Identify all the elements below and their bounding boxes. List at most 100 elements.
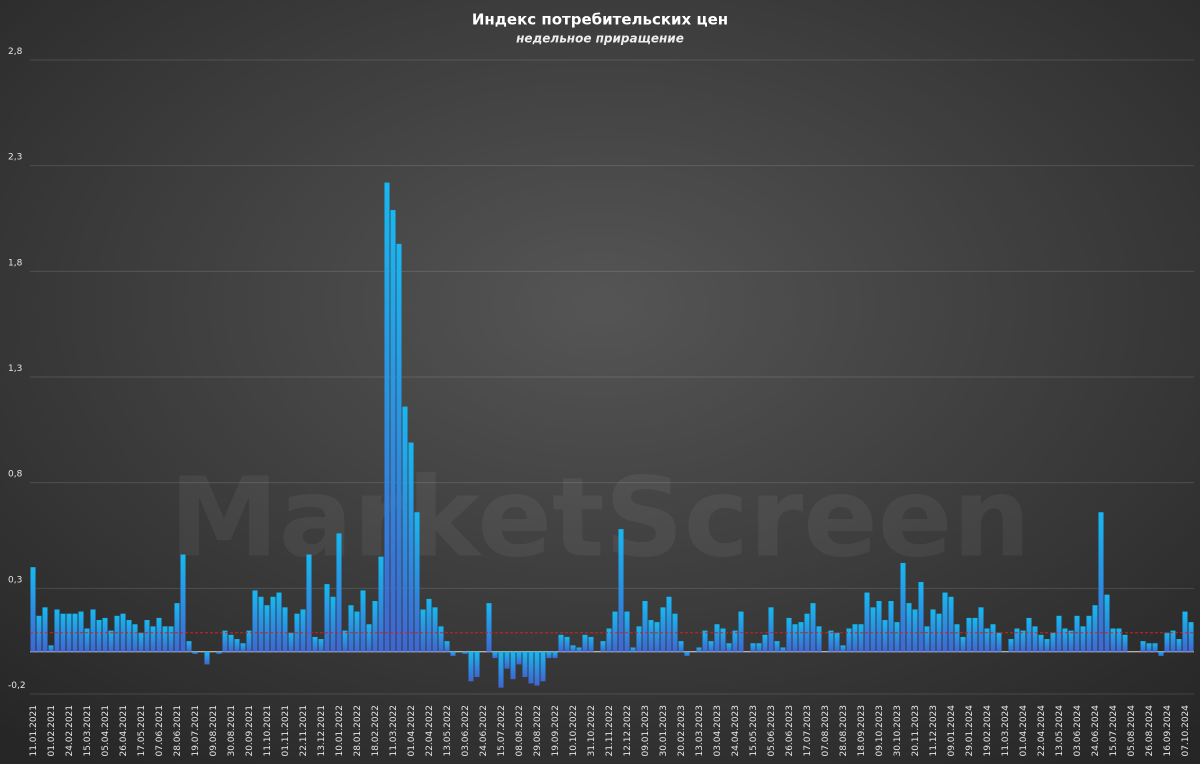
- bar: [102, 617, 108, 652]
- bar: [684, 651, 690, 656]
- bar: [174, 603, 180, 652]
- bar: [276, 592, 282, 652]
- bar: [1188, 622, 1194, 652]
- x-tick-label: 03.06.2024: [1073, 705, 1083, 757]
- bar: [492, 651, 498, 659]
- bar: [846, 628, 852, 652]
- x-tick-label: 22.11.2021: [299, 705, 309, 757]
- bar: [624, 611, 630, 652]
- x-tick-label: 09.10.2023: [875, 705, 885, 757]
- bar: [1110, 628, 1116, 652]
- bar: [870, 607, 876, 652]
- x-tick-label: 12.12.2022: [623, 705, 633, 757]
- bar: [1092, 605, 1098, 652]
- x-tick-label: 31.10.2022: [587, 705, 597, 757]
- bar: [252, 590, 258, 652]
- bar: [1080, 626, 1086, 652]
- bar: [966, 617, 972, 652]
- x-tick-label: 11.03.2022: [389, 705, 399, 757]
- x-tick-label: 08.08.2022: [515, 705, 525, 757]
- bar: [306, 554, 312, 652]
- bar: [906, 603, 912, 652]
- bar: [612, 611, 618, 652]
- bar: [432, 607, 438, 652]
- x-tick-label: 20.02.2023: [677, 705, 687, 757]
- bar: [426, 598, 432, 652]
- x-tick-label: 01.02.2021: [47, 705, 57, 757]
- bar: [1164, 632, 1170, 652]
- bar: [828, 630, 834, 652]
- bar: [720, 628, 726, 652]
- bar: [1170, 630, 1176, 652]
- bar: [984, 628, 990, 652]
- bar: [1050, 632, 1056, 652]
- y-tick-label: 1,3: [8, 364, 22, 374]
- bar: [900, 562, 906, 652]
- x-tick-label: 19.09.2022: [551, 705, 561, 757]
- x-tick-label: 07.10.2024: [1181, 705, 1191, 757]
- bar: [696, 647, 702, 652]
- bar: [1098, 512, 1104, 652]
- x-tick-label: 26.04.2021: [119, 705, 129, 757]
- x-tick-label: 01.11.2021: [281, 705, 291, 757]
- bar: [1020, 630, 1026, 652]
- bar: [1056, 615, 1062, 652]
- bar: [1068, 630, 1074, 652]
- bar: [834, 632, 840, 652]
- bar: [1140, 641, 1146, 652]
- bar: [648, 620, 654, 652]
- x-tick-label: 15.05.2023: [749, 705, 759, 757]
- bar: [114, 615, 120, 652]
- y-tick-label: 0,8: [8, 470, 23, 480]
- x-tick-label: 10.10.2022: [569, 705, 579, 757]
- bar: [606, 628, 612, 652]
- y-tick-label: 1,8: [8, 258, 23, 268]
- bar: [540, 651, 546, 682]
- x-tick-label: 20.11.2023: [911, 705, 921, 757]
- bar: [636, 626, 642, 652]
- bar: [918, 581, 924, 652]
- bar: [582, 634, 588, 652]
- bar: [132, 624, 138, 652]
- bar: [30, 567, 36, 652]
- bar: [366, 624, 372, 652]
- bar: [714, 624, 720, 652]
- x-tick-label: 17.05.2021: [137, 705, 147, 757]
- bar: [630, 647, 636, 652]
- bar: [156, 617, 162, 652]
- x-tick-label: 24.04.2023: [731, 705, 741, 757]
- x-tick-label: 19.02.2024: [983, 705, 993, 757]
- bar: [66, 613, 72, 652]
- bar: [972, 617, 978, 652]
- y-tick-label: 2,8: [8, 47, 23, 57]
- bar: [258, 596, 264, 652]
- x-tick-label: 26.08.2024: [1145, 705, 1155, 757]
- bar: [192, 651, 198, 654]
- bar: [930, 609, 936, 652]
- bar: [882, 620, 888, 652]
- y-tick-label: -0,2: [8, 681, 26, 691]
- x-tick-label: 15.07.2022: [497, 705, 507, 757]
- bar: [912, 609, 918, 652]
- bar: [360, 590, 366, 652]
- bar: [390, 210, 396, 652]
- bar: [1152, 643, 1158, 652]
- bar: [312, 636, 318, 652]
- bar: [588, 636, 594, 652]
- x-tick-label: 24.02.2021: [65, 705, 75, 757]
- bar: [90, 609, 96, 652]
- bar: [654, 622, 660, 652]
- bar: [450, 651, 456, 656]
- x-tick-label: 28.01.2022: [353, 705, 363, 757]
- bar: [498, 651, 504, 688]
- bar: [564, 636, 570, 652]
- bar: [702, 630, 708, 652]
- bar: [522, 651, 528, 678]
- bar: [738, 611, 744, 652]
- bar: [402, 406, 408, 652]
- x-tick-label: 28.06.2021: [173, 705, 183, 757]
- bar: [816, 626, 822, 652]
- bar: [372, 601, 378, 652]
- chart-subtitle: недельное приращение: [516, 32, 684, 46]
- bar: [858, 624, 864, 652]
